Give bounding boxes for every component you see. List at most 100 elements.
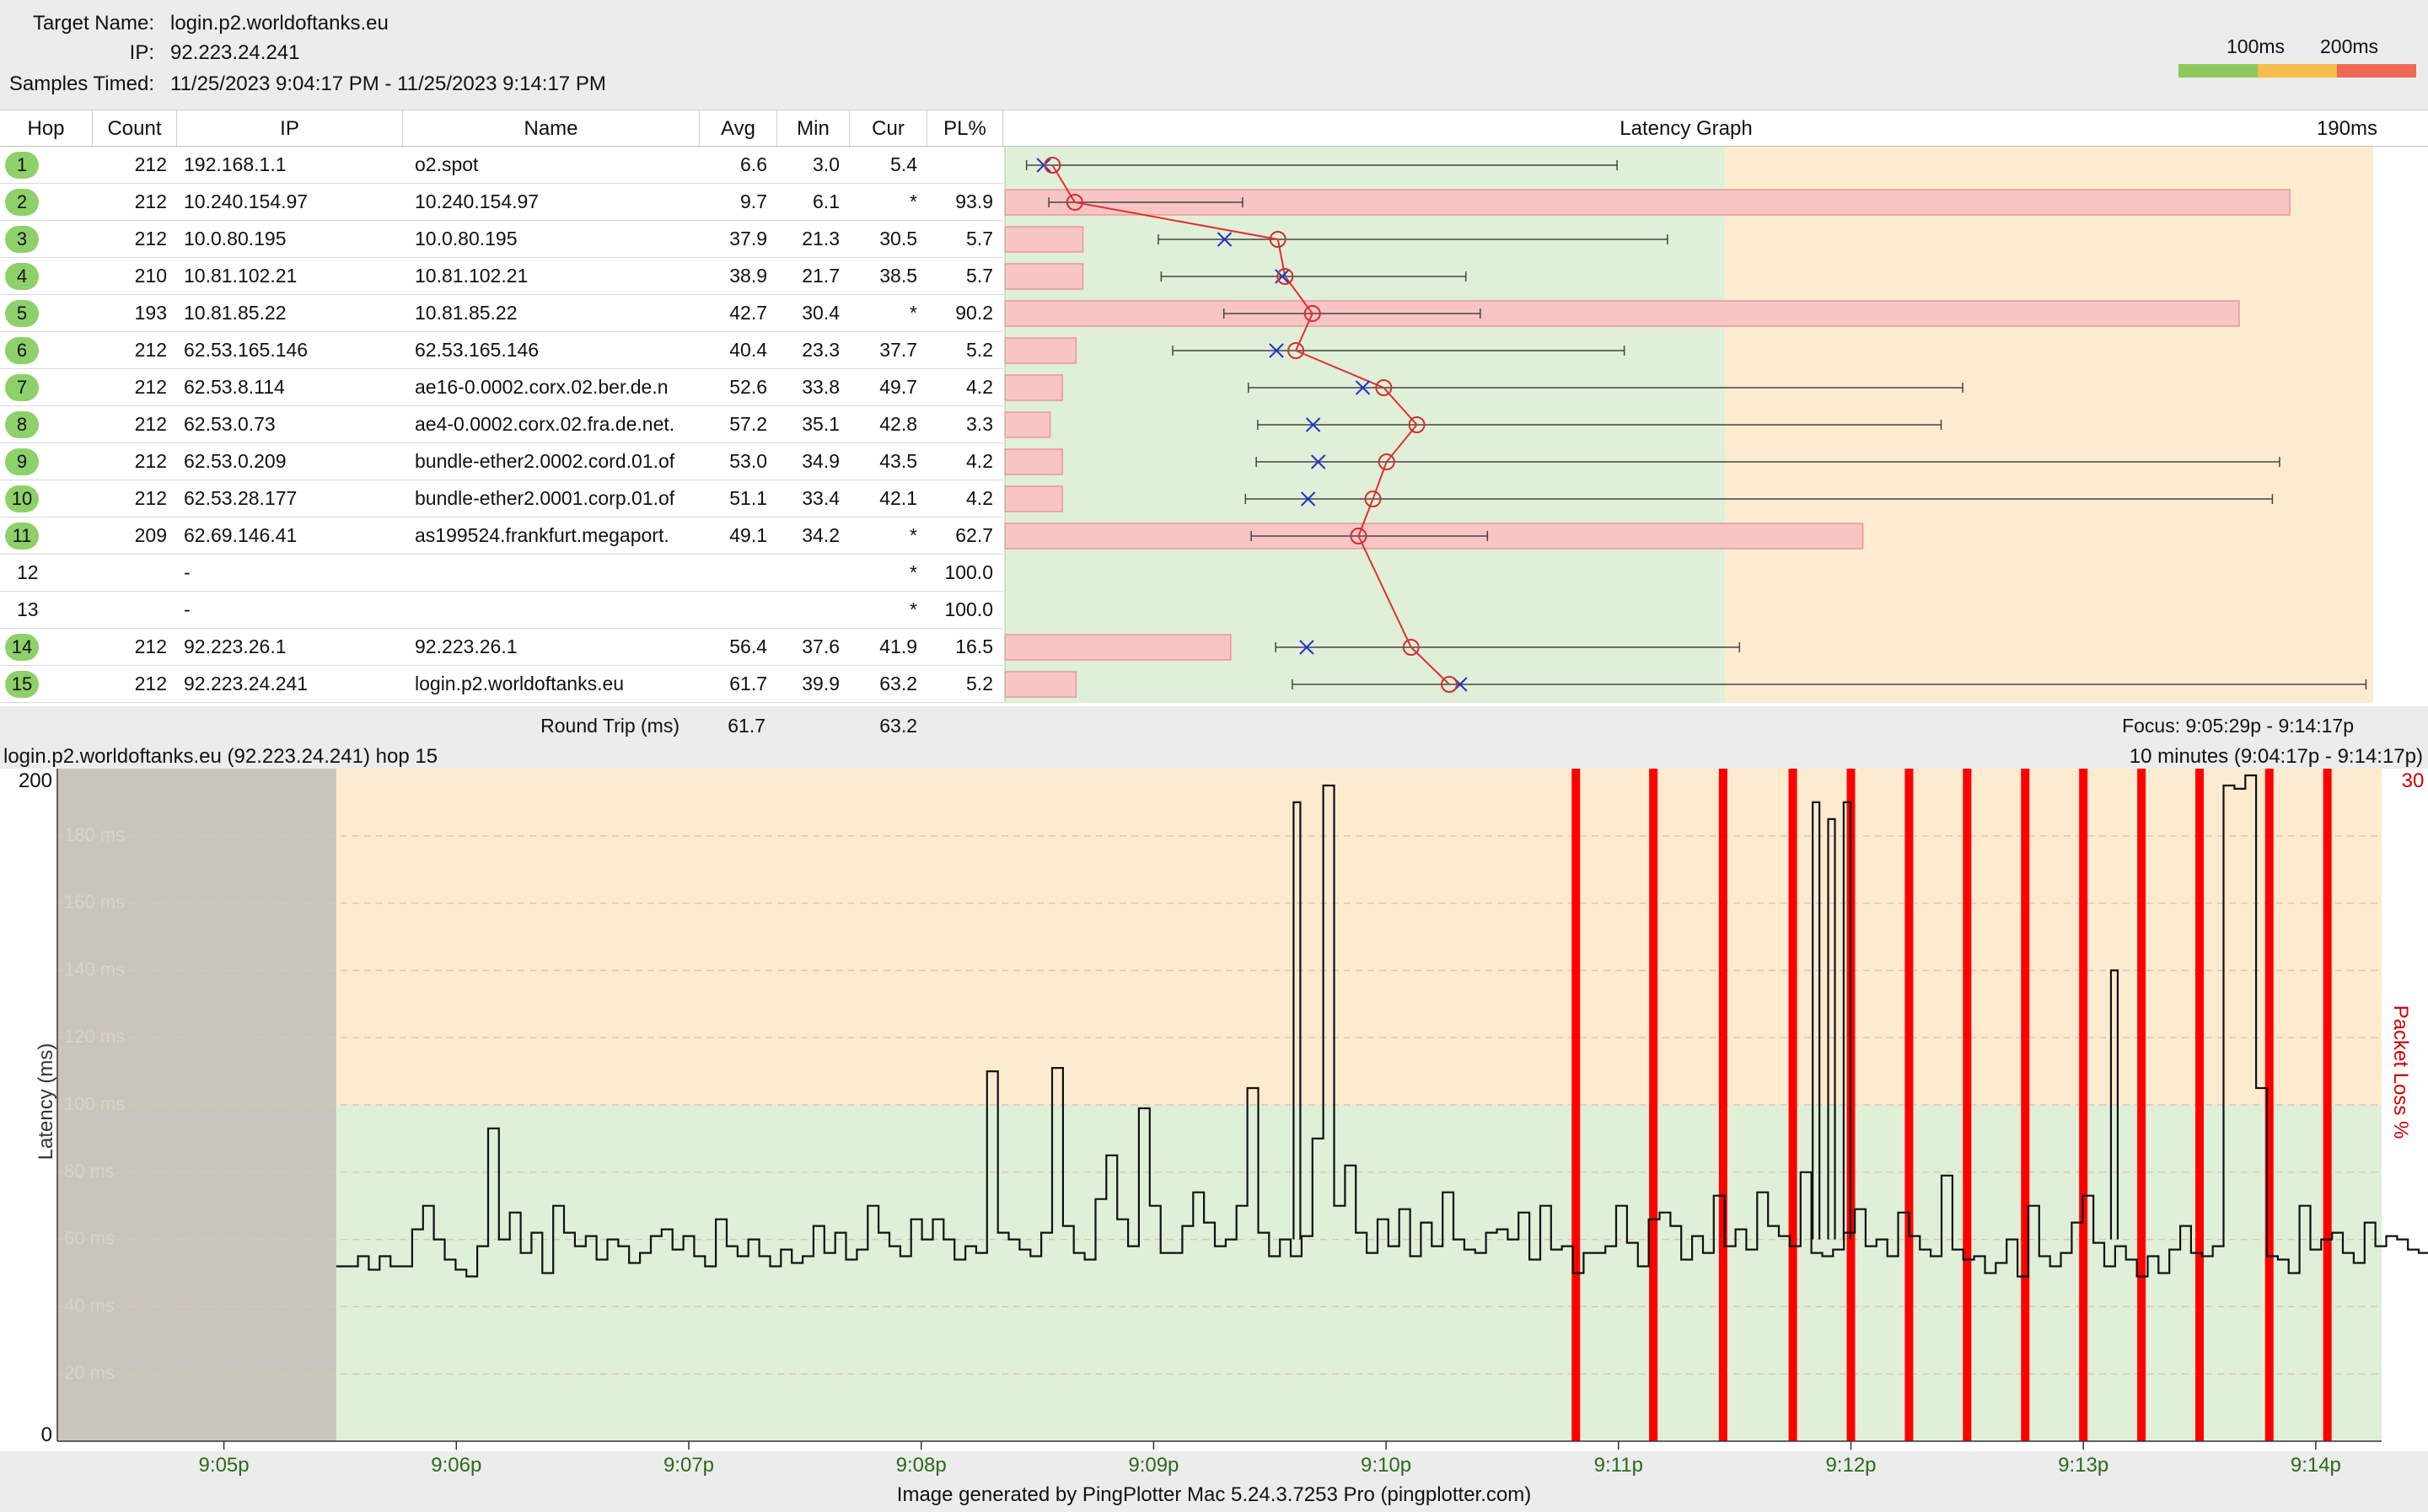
hop-avg: 51.1 [729,487,767,509]
gridline-label: 180 ms [64,824,125,845]
ip-label: IP: [129,41,154,64]
packet-loss-axis-max: 30 [2402,769,2425,792]
x-axis-tick-label: 9:12p [1825,1454,1877,1477]
packet-loss-line [2137,769,2146,1441]
hop-number-badge: 10 [5,485,39,512]
gridline-label: 20 ms [64,1362,115,1383]
hop-cur: 42.1 [879,487,917,509]
current-latency-marker [1269,343,1284,358]
focus-range[interactable]: Focus: 9:05:29p - 9:14:17p [2122,715,2354,737]
packet-loss-line [2021,769,2030,1441]
hop-row[interactable]: 3 212 10.0.80.195 10.0.80.195 37.9 21.3 30.5 5.… [0,221,1003,258]
column-header-name[interactable]: Name [403,110,700,147]
hop-cur: * [910,561,917,583]
x-axis-tick-label: 9:11p [1593,1454,1643,1477]
hop-row[interactable]: 11 209 62.69.146.41 as199524.frankfurt.mega… [0,517,1003,555]
hop-ip: - [184,561,191,583]
x-axis-tick-label: 9:14p [2290,1454,2341,1477]
hop-pl: 100.0 [944,561,993,583]
hop-name: 92.223.26.1 [415,635,518,657]
hop-row[interactable]: 8 212 62.53.0.73 ae4-0.0002.corx.02.fra.de.… [0,406,1003,443]
average-latency-marker [1378,453,1395,470]
hop-count: 212 [134,228,167,249]
average-latency-marker [1364,491,1382,507]
hop-row[interactable]: 1 212 192.168.1.1 o2.spot 6.6 3.0 5.4 [0,147,1003,184]
hop-avg: 37.9 [729,228,767,249]
hop-number-badge: 1 [5,152,39,179]
warn-zone [57,769,2382,1105]
hop-pl: 100.0 [944,598,993,620]
x-axis-tick-label: 9:07p [663,1454,715,1477]
hop-pl: 5.7 [966,228,993,249]
y-axis-min: 0 [41,1424,52,1446]
hop-pl: 16.5 [955,635,993,657]
hop-avg: 6.6 [740,153,767,175]
hop-avg [700,555,767,591]
hop-avg: 49.1 [729,524,767,546]
average-latency-marker [1269,231,1287,248]
hop-name: ae4-0.0002.corx.02.fra.de.net. [415,413,675,435]
packet-loss-line [1963,769,1972,1441]
timeline-chart[interactable]: 180 ms 160 ms 140 ms 120 ms 100 ms 80 ms 60 ms… [0,769,2428,1451]
hop-count: 212 [134,339,167,361]
hop-count: 212 [134,487,167,509]
average-latency-marker [1276,268,1294,285]
packet-loss-bar [1004,374,1063,401]
hop-cur: * [910,524,917,546]
hop-ip: 10.81.102.21 [184,265,298,287]
hop-row[interactable]: 6 212 62.53.165.146 62.53.165.146 40.4 23.3 37… [0,332,1003,369]
legend-warn-swatch [2258,64,2337,78]
hop-ip: 10.240.154.97 [184,190,309,212]
column-header-count[interactable]: Count [93,110,177,147]
round-trip-avg: 61.7 [728,715,765,737]
hop-count: 212 [134,190,167,212]
hop-row[interactable]: 10 212 62.53.28.177 bundle-ether2.0001.corp… [0,480,1003,517]
hop-min: 33.8 [802,376,840,398]
hop-ip: 92.223.24.241 [184,673,309,694]
column-header-pl[interactable]: PL% [927,110,1003,147]
hop-number-badge: 6 [5,337,39,364]
latency-spike [2109,969,2119,1240]
column-header-hop[interactable]: Hop [0,110,93,147]
hop-min: 39.9 [802,673,840,694]
hop-row[interactable]: 2 212 10.240.154.97 10.240.154.97 9.7 6.1 * 93.… [0,184,1003,221]
column-header-avg[interactable]: Avg [700,110,777,147]
column-header-ip[interactable]: IP [177,110,403,147]
packet-loss-bar [1004,226,1084,253]
hop-number: 13 [17,598,39,620]
hop-row[interactable]: 14 212 92.223.26.1 92.223.26.1 56.4 37.6 41.9 1… [0,629,1003,666]
column-header-cur[interactable]: Cur [850,110,927,147]
hop-min: 30.4 [802,302,840,324]
legend-good-swatch [2178,64,2258,78]
hop-row[interactable]: 5 193 10.81.85.22 10.81.85.22 42.7 30.4 * 90.2 [0,295,1003,332]
hop-name: 10.240.154.97 [415,190,540,212]
hop-row[interactable]: 15 212 92.223.24.241 login.p2.worldoftanks.… [0,666,1003,703]
average-latency-marker [1287,342,1305,359]
hop-number-badge: 14 [5,634,39,661]
column-header-latency-graph[interactable]: Latency Graph [1620,117,1753,140]
latency-line [336,774,2428,1278]
hop-number-badge: 7 [5,374,39,401]
hop-avg: 38.9 [729,265,767,287]
hop-row[interactable]: 9 212 62.53.0.209 bundle-ether2.0002.cord.0… [0,443,1003,480]
hop-row[interactable]: 7 212 62.53.8.114 ae16-0.0002.corx.02.ber.d… [0,369,1003,406]
hop-ip: 62.53.0.209 [184,450,287,472]
unfocused-region [57,769,336,1441]
average-latency-marker [1375,379,1393,396]
ip-value: 92.223.24.241 [170,41,300,64]
hop-min [777,592,840,628]
hop-number-badge: 8 [5,411,39,438]
hop-ip: - [184,598,191,620]
hop-name: o2.spot [415,153,479,175]
packet-loss-axis-label: Packet Loss % [2389,1005,2412,1139]
column-header-min[interactable]: Min [777,110,850,147]
hop-cur: * [910,190,917,212]
hop-row[interactable]: 13 - * 100.0 [0,592,1003,629]
latency-spike [1842,801,1851,1240]
hop-row[interactable]: 12 - * 100.0 [0,555,1003,592]
hop-ip: 92.223.26.1 [184,635,287,657]
hop-count: 212 [134,673,167,694]
hop-row[interactable]: 4 210 10.81.102.21 10.81.102.21 38.9 21.7 38.5… [0,258,1003,295]
hop-number: 12 [17,561,39,583]
hop-avg: 9.7 [740,190,767,212]
